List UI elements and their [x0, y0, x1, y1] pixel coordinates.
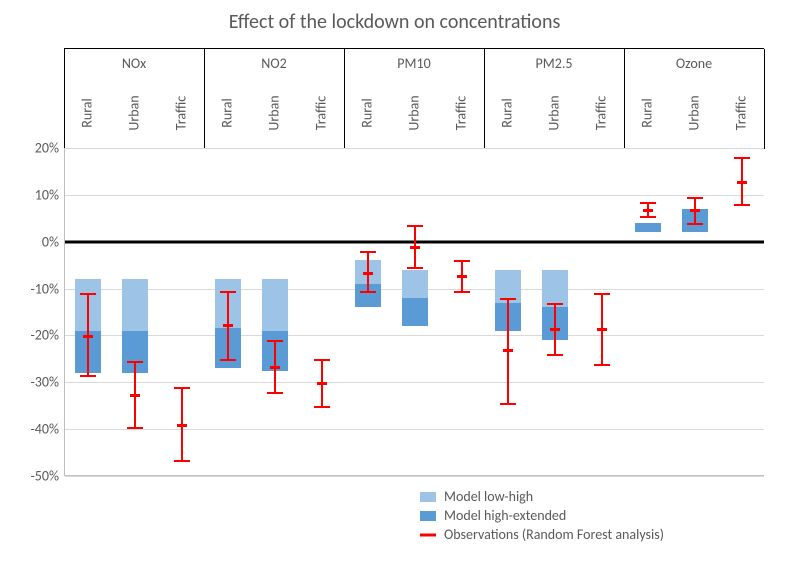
group-separator: [64, 49, 65, 149]
errorbar-point: [130, 394, 140, 397]
bar-model-high-extended: [635, 223, 661, 232]
ytick-label: 20%: [35, 140, 65, 157]
errorbar-cap: [220, 291, 236, 293]
group-separator: [624, 49, 625, 149]
errorbar-cap: [640, 216, 656, 218]
group-separator: [204, 49, 205, 149]
errorbar-cap: [687, 197, 703, 199]
errorbar-stem: [367, 251, 369, 291]
errorbar-point: [737, 181, 747, 184]
group-category-strip: NOxRuralUrbanTrafficNO2RuralUrbanTraffic…: [64, 48, 764, 149]
errorbar-point: [177, 424, 187, 427]
group-separator: [484, 49, 485, 149]
ytick-label: -30%: [31, 374, 66, 391]
legend-label: Model low-high: [444, 488, 533, 505]
errorbar-point: [317, 382, 327, 385]
ytick-label: 0%: [42, 233, 65, 250]
legend-swatch: [420, 511, 436, 521]
errorbar-cap: [127, 427, 143, 429]
errorbar-cap: [734, 157, 750, 159]
errorbar-cap: [500, 403, 516, 405]
gridline: [65, 476, 764, 477]
errorbar-cap: [547, 354, 563, 356]
ytick-label: -50%: [31, 468, 66, 485]
errorbar-cap: [407, 225, 423, 227]
errorbar-cap: [500, 298, 516, 300]
errorbar-cap: [80, 375, 96, 377]
errorbar-stem: [181, 387, 183, 460]
legend-swatch: [420, 492, 436, 502]
gridline: [65, 335, 764, 336]
group-separator: [764, 49, 765, 149]
plot-area: -50%-40%-30%-20%-10%0%10%20%: [64, 148, 764, 476]
chart-title: Effect of the lockdown on concentrations: [0, 10, 789, 34]
gridline: [65, 148, 764, 149]
errorbar-point: [597, 328, 607, 331]
errorbar-cap: [594, 364, 610, 366]
group-separator: [344, 49, 345, 149]
errorbar-cap: [314, 406, 330, 408]
errorbar-point: [410, 246, 420, 249]
errorbar-cap: [454, 260, 470, 262]
errorbar-point: [503, 349, 513, 352]
errorbar-cap: [547, 303, 563, 305]
errorbar-cap: [127, 361, 143, 363]
gridline: [65, 195, 764, 196]
gridline: [65, 429, 764, 430]
chart-root: Effect of the lockdown on concentrations…: [0, 0, 789, 563]
errorbar-cap: [360, 251, 376, 253]
errorbar-point: [223, 324, 233, 327]
errorbar-cap: [594, 293, 610, 295]
ytick-label: -20%: [31, 327, 66, 344]
errorbar-point: [643, 209, 653, 212]
legend-errorbar-icon: [420, 530, 436, 540]
ytick-label: 10%: [35, 186, 65, 203]
legend-item: Observations (Random Forest analysis): [420, 526, 664, 543]
errorbar-cap: [174, 460, 190, 462]
legend: Model low-high Model high-extended Observa…: [420, 486, 664, 545]
errorbar-cap: [267, 340, 283, 342]
legend-item: Model high-extended: [420, 507, 664, 524]
ytick-label: -10%: [31, 280, 66, 297]
errorbar-cap: [360, 291, 376, 293]
errorbar-point: [550, 328, 560, 331]
errorbar-cap: [687, 223, 703, 225]
errorbar-cap: [314, 359, 330, 361]
legend-label: Model high-extended: [444, 507, 566, 524]
errorbar-cap: [267, 392, 283, 394]
ytick-label: -40%: [31, 421, 66, 438]
errorbar-cap: [454, 291, 470, 293]
legend-item: Model low-high: [420, 488, 664, 505]
errorbar-cap: [80, 293, 96, 295]
legend-label: Observations (Random Forest analysis): [444, 526, 664, 543]
errorbar-point: [270, 366, 280, 369]
errorbar-cap: [640, 202, 656, 204]
errorbar-point: [690, 209, 700, 212]
errorbar-cap: [174, 387, 190, 389]
bar-model-high-extended: [402, 298, 428, 326]
errorbar-stem: [87, 293, 89, 375]
errorbar-point: [83, 335, 93, 338]
gridline: [65, 382, 764, 383]
errorbar-cap: [734, 204, 750, 206]
errorbar-cap: [407, 267, 423, 269]
errorbar-point: [363, 272, 373, 275]
errorbar-point: [457, 275, 467, 278]
errorbar-cap: [220, 359, 236, 361]
